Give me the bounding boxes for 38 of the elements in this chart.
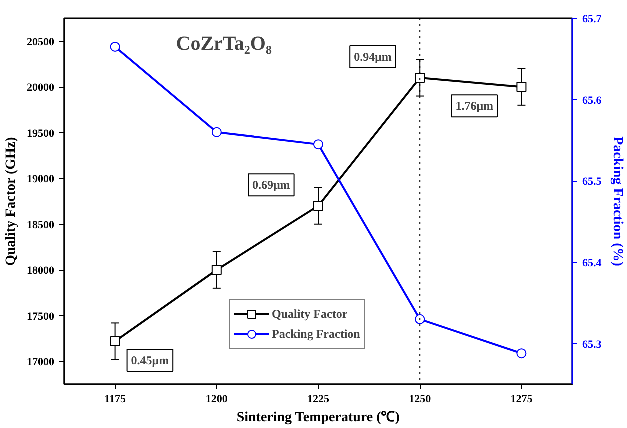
x-tick-label: 1275 [510,394,534,406]
x-tick-label: 1225 [308,394,330,406]
y2-tick-label: 65.7 [582,14,602,26]
annotation: 1.76μm [456,99,494,114]
text: CoZrTa₂O₈ [176,33,272,56]
y-tick-label: 18000 [27,265,55,278]
y-tick-label: 19500 [27,128,55,140]
point [212,127,222,138]
x-tick-label: 1200 [206,394,228,406]
y2-axis-title: Packing Fraction (%) [610,136,625,267]
point [314,140,324,150]
point [110,42,120,52]
x-tick-label: 1175 [104,394,126,406]
annotation: 0.69μm [252,178,290,192]
y2-tick-label: 65.3 [582,338,602,351]
point [415,314,426,324]
y-tick-label: 20500 [27,36,55,48]
y-tick-label: 19000 [27,174,55,186]
y2-tick-label: 65.6 [582,94,602,107]
annotation: 0.45μm [131,353,170,368]
y2-tick-label: 65.5 [582,176,602,188]
point [415,72,426,83]
point [212,265,222,276]
x-tick-label: 1250 [409,394,432,406]
point [516,348,527,359]
legend-label: Quality Factor [272,306,348,322]
y-tick-label: 17500 [27,310,55,323]
point [314,201,324,212]
point [516,82,527,92]
x-axis-title: Sintering Temperature (℃) [236,410,400,426]
y-tick-label: 17000 [27,356,55,369]
annotation: 0.94μm [354,50,392,64]
y-tick-label: 20000 [27,82,55,94]
y-axis-title: Quality Factor (GHz) [4,136,19,266]
legend-label: Packing Fraction [272,326,360,342]
y-tick-label: 18500 [27,219,55,232]
y2-tick-label: 65.4 [582,258,602,270]
point [110,336,120,346]
